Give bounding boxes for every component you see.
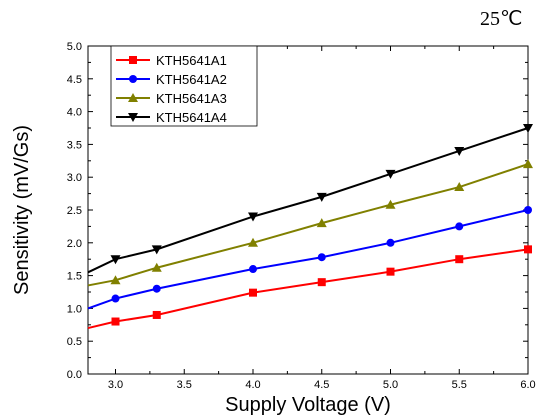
data-point-kth5641a2 bbox=[249, 265, 257, 274]
x-tick-label: 4.0 bbox=[245, 379, 260, 391]
y-tick-label: 2.0 bbox=[67, 238, 82, 250]
legend-marker bbox=[129, 75, 137, 83]
data-point-kth5641a1 bbox=[455, 255, 464, 264]
y-axis-title: Sensitivity (mV/Gs) bbox=[11, 125, 33, 295]
y-tick-label: 4.5 bbox=[67, 74, 82, 86]
data-point-kth5641a3 bbox=[110, 275, 121, 285]
data-point-kth5641a1 bbox=[249, 288, 257, 297]
legend-marker bbox=[128, 93, 138, 102]
series-line-kth5641a3 bbox=[87, 163, 529, 287]
legend-marker bbox=[128, 113, 138, 122]
series-line-kth5641a1 bbox=[87, 248, 529, 330]
data-point-kth5641a4 bbox=[523, 124, 533, 133]
y-tick-label: 1.0 bbox=[67, 303, 82, 315]
data-point-kth5641a3 bbox=[248, 237, 258, 247]
y-tick-label: 2.5 bbox=[67, 205, 82, 217]
data-point-kth5641a2 bbox=[386, 238, 395, 247]
data-point-kth5641a1 bbox=[317, 278, 326, 287]
y-tick-label: 1.5 bbox=[67, 271, 82, 283]
data-point-kth5641a4 bbox=[248, 212, 258, 222]
data-point-kth5641a1 bbox=[111, 317, 120, 326]
data-point-kth5641a2 bbox=[455, 222, 464, 231]
data-point-kth5641a1 bbox=[386, 267, 395, 276]
series-markers bbox=[110, 124, 533, 326]
data-point-kth5641a3 bbox=[385, 199, 396, 209]
temperature-annotation: 25℃ bbox=[480, 8, 522, 30]
y-tick-label: 5.0 bbox=[67, 41, 82, 53]
legend-label: KTH5641A3 bbox=[156, 91, 227, 106]
legend-label: KTH5641A2 bbox=[156, 72, 227, 87]
y-tick-label: 4.0 bbox=[67, 107, 82, 119]
x-tick-label: 5.0 bbox=[383, 379, 398, 391]
legend-label: KTH5641A4 bbox=[156, 110, 227, 125]
data-point-kth5641a4 bbox=[110, 255, 121, 265]
x-tick-label: 3.0 bbox=[108, 379, 123, 391]
x-tick-label: 6.0 bbox=[520, 379, 535, 391]
data-point-kth5641a2 bbox=[152, 284, 161, 293]
data-point-kth5641a4 bbox=[454, 146, 465, 156]
data-point-kth5641a2 bbox=[524, 206, 532, 214]
x-tick-label: 3.5 bbox=[177, 379, 192, 391]
y-tick-label: 0.5 bbox=[67, 336, 82, 348]
data-point-kth5641a3 bbox=[151, 262, 162, 272]
axis-ticks: 0.0 0.5 1.0 1.5 2.0 2.5 3.0 3.5 4.0 4.5 5.0 3.0 3.5 4… bbox=[67, 41, 536, 391]
data-point-kth5641a4 bbox=[385, 169, 396, 179]
legend: KTH5641A1 KTH5641A2 KTH5641A3 KTH5641A4 bbox=[116, 53, 227, 125]
data-point-kth5641a3 bbox=[316, 218, 327, 228]
x-axis-title: Supply Voltage (V) bbox=[225, 394, 391, 416]
legend-label: KTH5641A1 bbox=[156, 53, 227, 68]
y-tick-label: 3.0 bbox=[67, 172, 82, 184]
data-point-kth5641a3 bbox=[454, 182, 465, 192]
data-point-kth5641a4 bbox=[316, 192, 327, 202]
legend-marker bbox=[129, 56, 137, 64]
data-point-kth5641a4 bbox=[151, 245, 162, 255]
y-tick-label: 3.5 bbox=[67, 139, 82, 151]
series-lines bbox=[87, 127, 529, 330]
data-point-kth5641a3 bbox=[523, 159, 533, 169]
x-tick-label: 5.5 bbox=[452, 379, 467, 391]
data-point-kth5641a2 bbox=[317, 253, 326, 262]
data-point-kth5641a1 bbox=[152, 310, 161, 319]
data-point-kth5641a2 bbox=[111, 294, 120, 303]
series-line-kth5641a2 bbox=[87, 209, 529, 310]
series-line-kth5641a4 bbox=[87, 127, 529, 274]
x-tick-label: 4.5 bbox=[314, 379, 329, 391]
y-tick-label: 0.0 bbox=[67, 369, 82, 381]
data-point-kth5641a1 bbox=[524, 245, 532, 254]
